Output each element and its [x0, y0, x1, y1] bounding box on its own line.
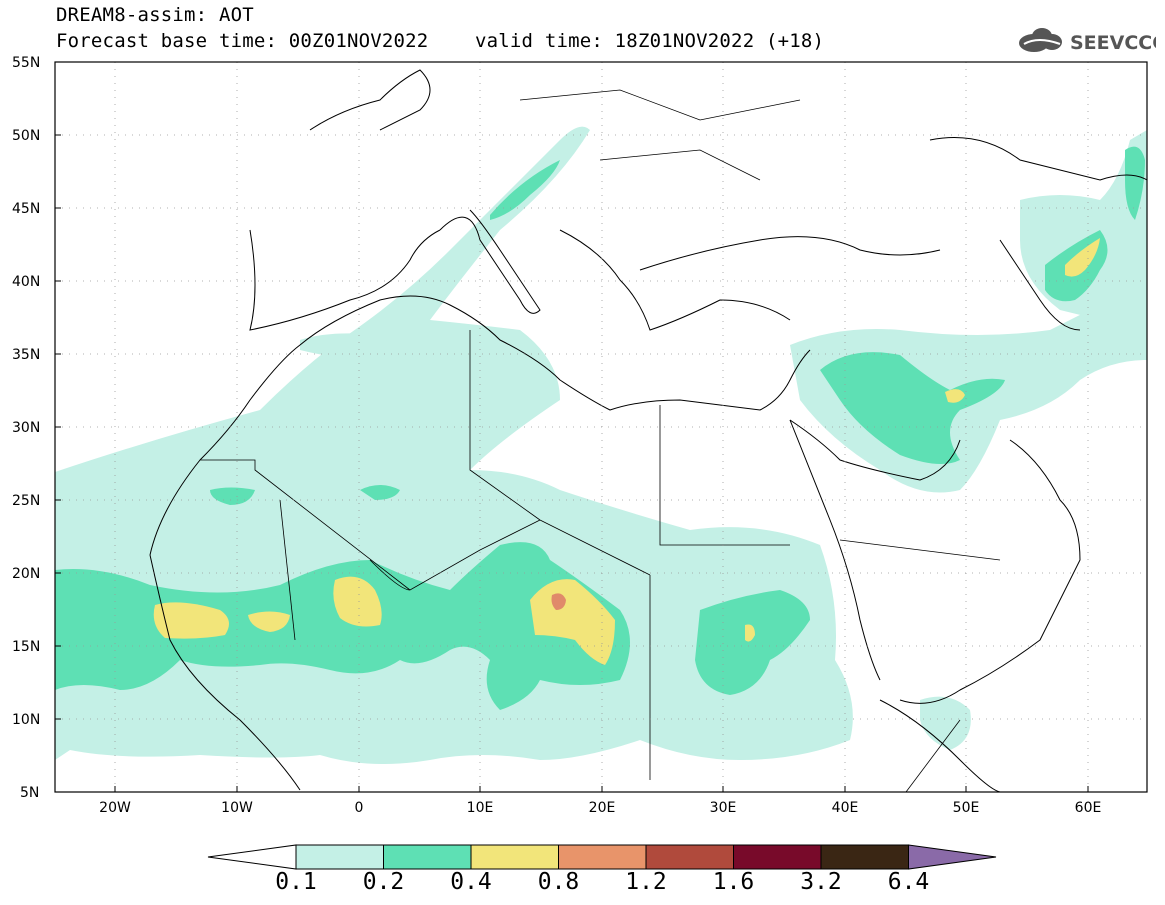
aot-field	[55, 126, 1147, 764]
seevccc-logo: SEEVCCC	[1019, 28, 1156, 54]
lon-label: 30E	[710, 800, 737, 816]
longitude-labels: 20W 10W 0 10E 20E 30E 40E 50E 60E	[99, 800, 1101, 816]
lon-label: 20E	[589, 800, 616, 816]
colorbar-low-arrow	[207, 844, 297, 870]
lat-label: 10N	[12, 712, 40, 728]
lat-label: 50N	[12, 128, 40, 144]
lat-label: 25N	[12, 493, 40, 509]
lon-label: 50E	[953, 800, 980, 816]
colorbar-label: 0.1	[275, 869, 317, 895]
colorbar-bin	[383, 844, 472, 870]
logo-text: SEEVCCC	[1070, 32, 1156, 54]
lon-label: 10W	[221, 800, 253, 816]
colorbar-label: 3.2	[800, 869, 842, 895]
latitude-labels: 55N 50N 45N 40N 35N 30N 25N 20N 15N 10N …	[12, 55, 40, 801]
map-title: DREAM8-assim: AOT	[56, 4, 254, 26]
colorbar-bin	[558, 844, 647, 870]
coastlines	[149, 69, 1147, 792]
lon-label: 0	[355, 800, 364, 816]
colorbar	[207, 844, 997, 870]
colorbar-high-arrow	[908, 844, 997, 870]
lon-label: 60E	[1075, 800, 1102, 816]
colorbar-bin	[295, 844, 384, 870]
lat-label: 15N	[12, 639, 40, 655]
colorbar-bin	[470, 844, 559, 870]
lon-label: 10E	[467, 800, 494, 816]
lat-label: 30N	[12, 420, 40, 436]
forecast-time-line: Forecast base time: 00Z01NOV2022 valid t…	[56, 30, 825, 52]
colorbar-label: 1.2	[625, 869, 667, 895]
axis-ticks	[55, 134, 1089, 792]
gridlines	[55, 62, 1147, 792]
aot-level-08	[551, 593, 566, 610]
lat-label: 20N	[12, 566, 40, 582]
lat-label: 45N	[12, 201, 40, 217]
colorbar-label: 0.8	[537, 869, 580, 895]
lat-label: 55N	[12, 55, 40, 71]
colorbar-label: 0.2	[362, 869, 405, 895]
colorbar-bin	[733, 844, 822, 870]
borders	[200, 89, 1001, 792]
lat-label: 35N	[12, 347, 40, 363]
lon-label: 20W	[99, 800, 131, 816]
lat-label: 5N	[20, 785, 39, 801]
colorbar-label: 1.6	[712, 869, 755, 895]
lat-label: 40N	[12, 274, 40, 290]
lon-label: 40E	[832, 800, 859, 816]
aot-level-04	[153, 238, 1100, 665]
colorbar-bin	[645, 844, 734, 870]
colorbar-label: 6.4	[887, 869, 930, 895]
colorbar-label: 0.4	[450, 869, 492, 895]
colorbar-bin	[820, 844, 909, 870]
aot-level-02	[55, 146, 1145, 710]
